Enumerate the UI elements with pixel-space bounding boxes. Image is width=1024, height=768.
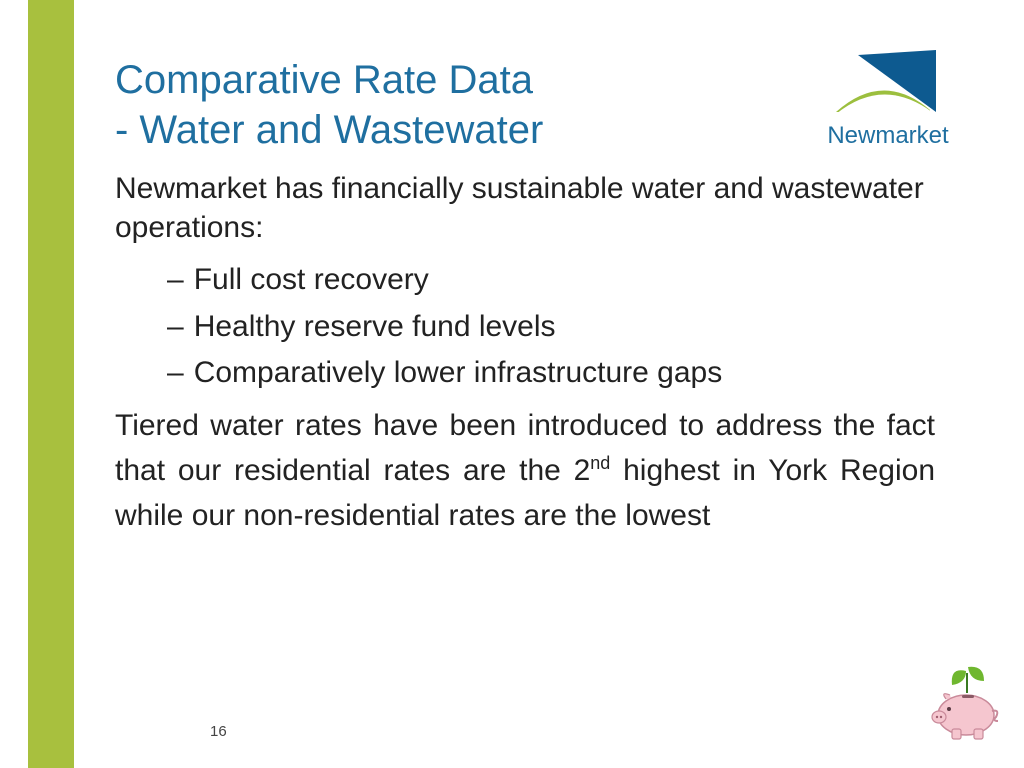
accent-sidebar — [28, 0, 74, 768]
paragraph-text: Tiered water rates have been introduced … — [115, 403, 935, 538]
bullet-text: Full cost recovery — [194, 257, 429, 304]
piggy-bank-icon — [926, 665, 1004, 748]
list-item: – Comparatively lower infrastructure gap… — [167, 350, 935, 397]
bullet-text: Healthy reserve fund levels — [194, 304, 556, 351]
bullet-text: Comparatively lower infrastructure gaps — [194, 350, 723, 397]
bullet-dash-icon: – — [167, 304, 184, 351]
bullet-list: – Full cost recovery – Healthy reserve f… — [115, 257, 935, 397]
slide: Newmarket Comparative Rate Data - Water … — [0, 0, 1024, 768]
content-area: Comparative Rate Data - Water and Wastew… — [115, 55, 935, 538]
intro-text: Newmarket has financially sustainable wa… — [115, 169, 935, 247]
bullet-dash-icon: – — [167, 350, 184, 397]
page-number: 16 — [210, 723, 227, 740]
para-sup: nd — [590, 453, 610, 473]
slide-title: Comparative Rate Data - Water and Wastew… — [115, 55, 935, 155]
title-line-1: Comparative Rate Data — [115, 58, 533, 102]
bullet-dash-icon: – — [167, 257, 184, 304]
title-line-2: - Water and Wastewater — [115, 108, 543, 152]
list-item: – Full cost recovery — [167, 257, 935, 304]
list-item: – Healthy reserve fund levels — [167, 304, 935, 351]
